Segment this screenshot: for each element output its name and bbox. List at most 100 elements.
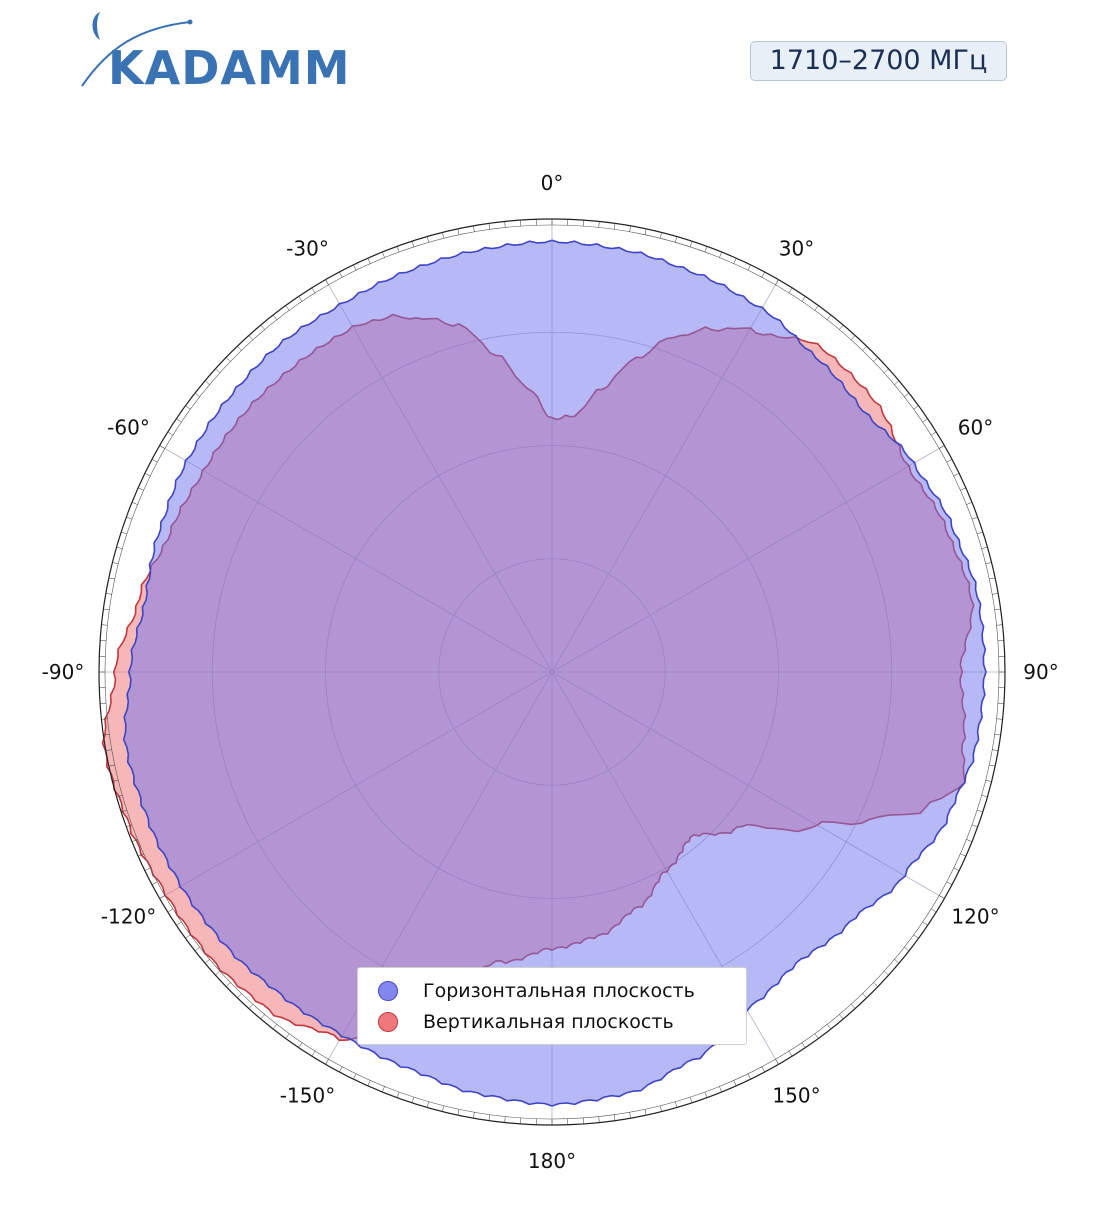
logo-text: KADAMM — [108, 41, 351, 92]
frame-tick — [996, 624, 1003, 626]
frame-tick — [977, 809, 983, 813]
frame-tick — [989, 577, 996, 580]
frame-tick — [204, 959, 210, 964]
frame-tick — [966, 502, 973, 505]
frame-tick — [248, 1004, 254, 1009]
frame-tick — [985, 779, 992, 782]
frame-tick — [938, 895, 945, 899]
frame-tick — [629, 1112, 631, 1119]
frame-tick — [215, 368, 220, 374]
frame-tick — [185, 934, 191, 939]
frame-tick — [971, 516, 978, 520]
frame-tick — [108, 764, 115, 767]
frame-tick — [339, 271, 343, 278]
frame-tick — [112, 562, 119, 565]
angle-tick-label: -120° — [101, 905, 156, 929]
frame-tick — [814, 305, 819, 311]
frame-tick — [827, 1024, 832, 1030]
frame-tick — [442, 232, 445, 239]
frame-tick — [285, 305, 290, 311]
frame-tick — [101, 718, 108, 720]
frame-tick — [167, 908, 174, 913]
frame-tick — [488, 223, 491, 230]
frame-tick — [167, 431, 174, 436]
frame-tick — [761, 1066, 765, 1073]
kadamm-logo: KADAMM — [81, 12, 351, 92]
frame-tick — [105, 593, 112, 595]
frame-tick — [272, 314, 277, 320]
frame-tick — [719, 251, 722, 258]
frame-tick — [894, 959, 900, 964]
frame-tick — [839, 1014, 844, 1020]
logo-swoosh-dot — [187, 19, 193, 25]
frame-tick — [144, 473, 151, 477]
frame-tick — [674, 1101, 678, 1108]
angle-tick-label: 30° — [779, 237, 814, 261]
frame-tick — [733, 258, 737, 264]
frame-tick — [989, 764, 996, 767]
frequency-badge: 1710–2700 МГц — [750, 41, 1007, 81]
frame-tick — [105, 749, 112, 751]
legend-swatch-vertical — [378, 1012, 398, 1032]
frame-tick — [913, 934, 919, 939]
frame-tick — [237, 993, 242, 999]
frame-tick — [138, 853, 144, 857]
frame-tick — [411, 1097, 415, 1103]
frame-tick — [613, 223, 616, 230]
frame-tick — [862, 993, 867, 999]
frame-tick — [101, 624, 108, 626]
frame-tick — [747, 264, 751, 271]
frame-tick — [733, 1080, 737, 1086]
frame-tick — [457, 1109, 460, 1116]
angle-tick-label: -30° — [286, 237, 329, 261]
legend-label-vertical: Вертикальная плоскость — [423, 1011, 674, 1033]
frame-tick — [689, 1097, 693, 1103]
frame-tick — [761, 271, 765, 278]
frame-tick — [788, 1050, 793, 1057]
frame-tick — [112, 779, 119, 782]
frame-tick — [237, 345, 242, 351]
frame-tick — [704, 1091, 708, 1098]
frame-tick — [930, 431, 937, 436]
frame-tick — [814, 1033, 819, 1039]
frame-tick — [674, 236, 678, 243]
frame-tick — [411, 241, 415, 247]
frame-tick — [185, 405, 191, 410]
frame-tick — [260, 1014, 265, 1020]
frame-tick — [994, 608, 1001, 611]
frame-tick — [367, 258, 371, 264]
frame-tick — [994, 733, 1001, 736]
frame-tick — [103, 608, 110, 611]
frame-tick — [850, 1004, 856, 1009]
frame-tick — [311, 287, 316, 294]
frame-tick — [194, 947, 200, 952]
series-horizontal-area — [122, 239, 987, 1107]
legend-swatch-horizontal — [378, 981, 398, 1001]
frame-tick — [981, 546, 988, 550]
frame-tick — [946, 881, 953, 885]
frame-tick — [325, 279, 329, 286]
frame-tick — [131, 839, 138, 842]
frame-tick — [396, 246, 400, 253]
frame-tick — [298, 1042, 303, 1048]
frame-tick — [367, 1080, 371, 1086]
frame-tick — [382, 1086, 385, 1093]
frame-tick — [382, 251, 385, 258]
frame-tick — [176, 921, 182, 926]
frame-tick — [504, 221, 506, 228]
frame-tick — [159, 445, 166, 449]
frame-tick — [103, 733, 110, 736]
angle-tick-label: -60° — [107, 416, 150, 440]
frame-tick — [922, 418, 928, 423]
frame-tick — [311, 1050, 316, 1057]
frame-tick — [272, 1024, 277, 1030]
frame-tick — [689, 241, 693, 247]
frame-tick — [747, 1073, 751, 1080]
frame-tick — [126, 516, 133, 520]
frame-tick — [215, 970, 220, 976]
frame-tick — [788, 287, 793, 294]
frame-tick — [801, 1042, 806, 1048]
angle-tick-label: 60° — [958, 416, 993, 440]
frame-tick — [904, 392, 910, 397]
